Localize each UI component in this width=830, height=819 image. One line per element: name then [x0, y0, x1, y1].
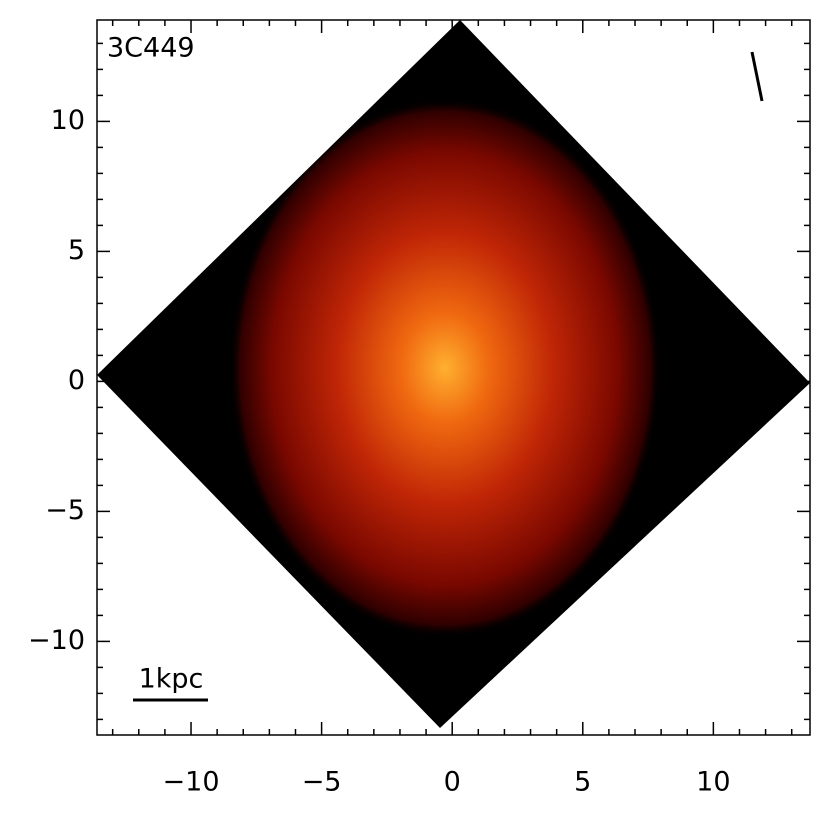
- x-tick-label: 0: [444, 767, 461, 798]
- y-tick-label: −5: [45, 495, 85, 526]
- y-tick-label: 5: [68, 235, 85, 266]
- x-tick-label: 10: [696, 767, 730, 798]
- x-tick-label: −5: [302, 767, 342, 798]
- orientation-bar: [750, 51, 764, 102]
- galaxy-image: [97, 20, 810, 728]
- chart-title: 3C449: [107, 33, 195, 64]
- scale-label: 1kpc: [139, 664, 204, 695]
- x-tick-label: −10: [163, 767, 220, 798]
- plot-frame: [96, 19, 811, 736]
- y-tick-label: 10: [51, 105, 85, 136]
- y-tick-label: −10: [28, 625, 85, 656]
- x-tick-label: 5: [574, 767, 591, 798]
- y-tick-label: 0: [68, 365, 85, 396]
